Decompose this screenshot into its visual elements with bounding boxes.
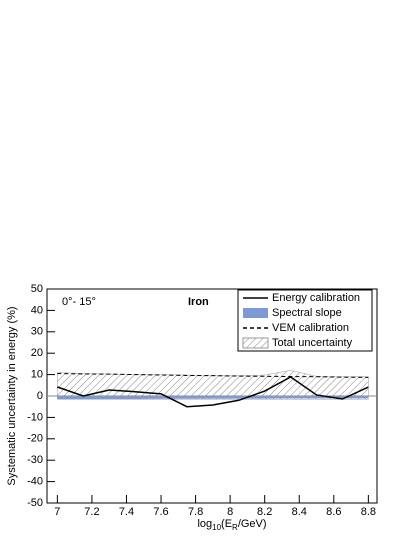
legend [237, 289, 373, 352]
series-line [57, 373, 369, 378]
x-tick-label: 8.2 [257, 506, 272, 518]
x-axis-label: log10(ER/GeV) [197, 518, 266, 532]
x-tick-label: 8 [227, 506, 233, 518]
x-tick-label: 7 [54, 506, 60, 518]
legend-label: VEM calibration [272, 322, 349, 334]
slope-band [57, 396, 369, 400]
y-tick-label: 10 [31, 369, 43, 381]
y-tick-label: -30 [27, 454, 43, 466]
x-label-part: 10 [212, 523, 221, 532]
x-label-part: R [232, 523, 238, 532]
y-tick-label: 30 [31, 326, 43, 338]
x-label-part: /GeV) [238, 518, 267, 530]
y-tick-label: 40 [31, 304, 43, 316]
x-tick-label: 7.4 [119, 506, 134, 518]
x-tick-label: 8.4 [292, 506, 307, 518]
series-line [57, 376, 369, 408]
legend-label: Energy calibration [272, 292, 360, 304]
y-tick-label: 0 [37, 390, 43, 402]
uncertainty-band [57, 370, 369, 400]
legend-swatch [242, 337, 269, 349]
y-tick-label: -50 [27, 497, 43, 509]
x-tick-label: 7.6 [153, 506, 168, 518]
y-axis-label: Systematic uncertainty in energy (%) [6, 306, 18, 485]
x-tick-label: 7.8 [188, 506, 203, 518]
y-tick-label: -10 [27, 411, 43, 423]
annotation: Iron [188, 296, 209, 308]
x-tick-label: 7.2 [84, 506, 99, 518]
y-tick-label: -20 [27, 433, 43, 445]
y-tick-label: 20 [31, 347, 43, 359]
x-label-part: log [197, 518, 212, 530]
annotation: 0°- 15° [62, 296, 96, 308]
y-tick-label: -40 [27, 476, 43, 488]
y-tick-label: 50 [31, 283, 43, 295]
x-label-part: (E [221, 518, 232, 530]
legend-label: Total uncertainty [272, 337, 353, 349]
legend-label: Spectral slope [272, 307, 342, 319]
legend-swatch [243, 308, 268, 318]
x-tick-label: 8.6 [326, 506, 341, 518]
x-tick-label: 8.8 [361, 506, 376, 518]
